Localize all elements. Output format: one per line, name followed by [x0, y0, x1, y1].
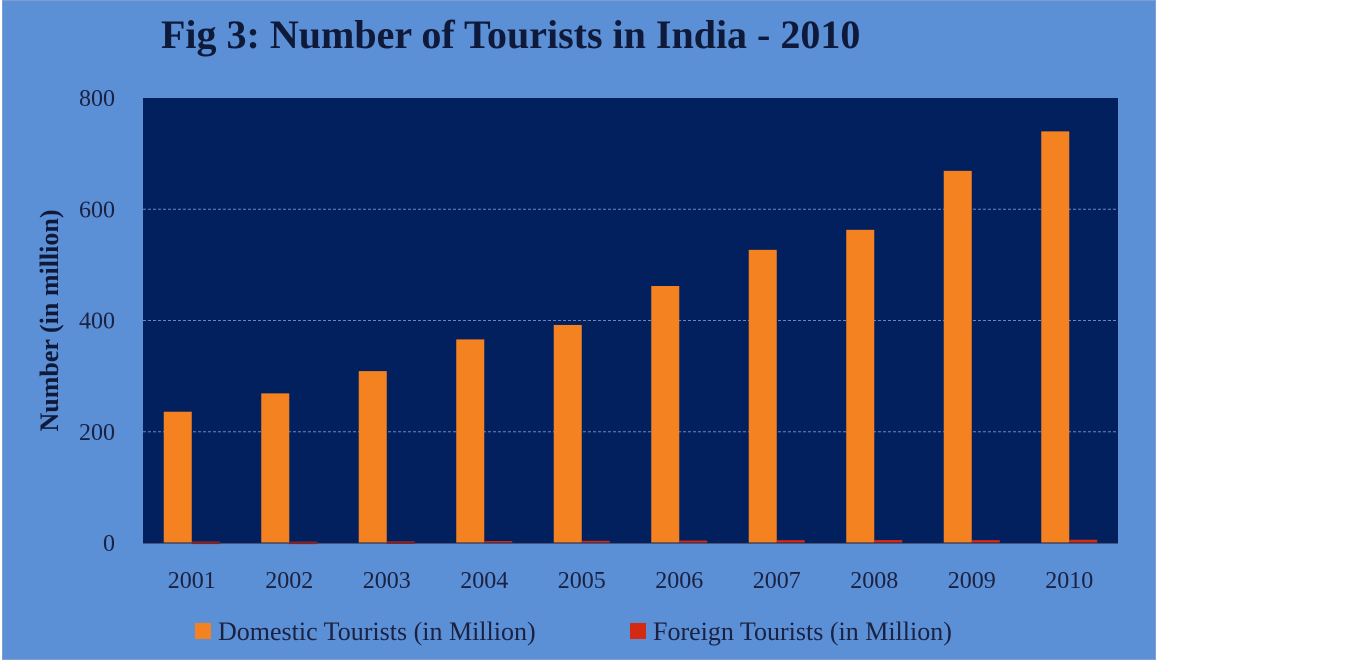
bar-domestic [163, 411, 192, 543]
y-tick-label: 600 [79, 197, 115, 223]
bar-foreign [679, 540, 708, 544]
x-tick-label: 2007 [753, 568, 801, 594]
bar-domestic [553, 324, 582, 543]
y-axis-label: Number (in million) [35, 210, 64, 432]
bar-domestic [456, 339, 485, 543]
legend: Domestic Tourists (in Million) Foreign To… [195, 617, 952, 646]
x-tick-label: 2010 [1045, 568, 1093, 594]
bar-foreign [581, 540, 610, 544]
x-tick-label: 2004 [460, 568, 508, 594]
bar-domestic [358, 371, 387, 543]
legend-swatch-domestic [195, 623, 211, 639]
legend-label-foreign: Foreign Tourists (in Million) [653, 617, 952, 646]
x-tick-labels: 2001 2002 2003 2004 2005 2006 2007 2008 2009 2010 [168, 568, 1094, 594]
bar-domestic [261, 393, 290, 543]
bars-layer [143, 131, 1118, 545]
y-tick-label: 400 [79, 309, 115, 335]
bar-foreign [484, 541, 513, 544]
x-tick-label: 2003 [363, 568, 411, 594]
bar-domestic [846, 229, 875, 544]
x-tick-label: 2009 [948, 568, 996, 594]
x-tick-label: 2002 [265, 568, 313, 594]
legend-swatch-foreign [630, 623, 646, 639]
bar-domestic [943, 170, 972, 543]
legend-label-domestic: Domestic Tourists (in Million) [218, 617, 536, 646]
bar-foreign [874, 540, 903, 543]
bar-domestic [748, 249, 777, 543]
bar-domestic [651, 286, 680, 543]
y-tick-label: 0 [103, 531, 115, 557]
chart-title: Fig 3: Number of Tourists in India - 201… [161, 12, 861, 57]
bar-domestic [1041, 131, 1070, 543]
x-tick-label: 2006 [655, 568, 703, 594]
bar-foreign [1069, 539, 1098, 543]
x-tick-label: 2001 [168, 568, 216, 594]
chart-frame: Fig 3: Number of Tourists in India - 201… [2, 0, 1156, 660]
bar-foreign [776, 540, 805, 543]
x-tick-label: 2008 [850, 568, 898, 594]
bar-foreign [971, 540, 1000, 543]
y-tick-label: 200 [79, 420, 115, 446]
y-tick-labels: 0 200 400 600 800 [79, 86, 115, 557]
y-tick-label: 800 [79, 86, 115, 112]
x-tick-label: 2005 [558, 568, 606, 594]
